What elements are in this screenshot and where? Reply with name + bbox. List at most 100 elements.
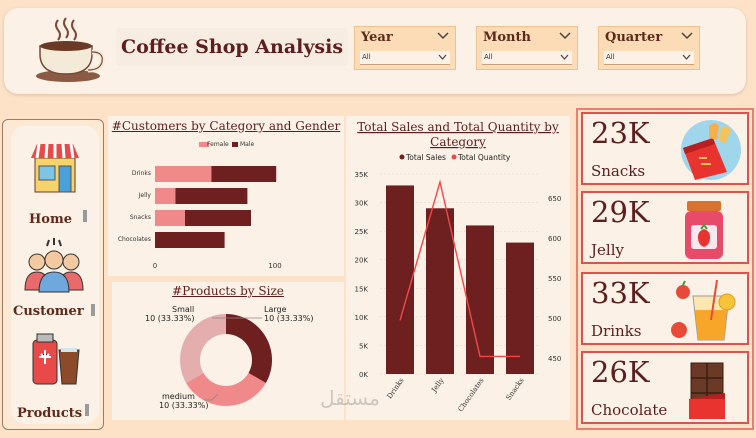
legend-marker-total-quantity (451, 154, 457, 160)
nav-item-customer[interactable]: Customer (11, 234, 99, 324)
nav-item-products[interactable]: Products (11, 324, 99, 424)
sales-quantity-chart: Total Sales and Total Quantity by Catego… (355, 120, 562, 413)
legend-label-total-quantity: Total Quantity (457, 153, 511, 162)
nav-item-products-indicator (85, 404, 89, 416)
quarter-dropdown-value: All (606, 53, 615, 61)
kpi-value-snacks: 23K (591, 116, 650, 150)
customers-chart-panel: #Customers by Category and Gender Female… (108, 116, 344, 276)
category-label: Snacks (130, 214, 151, 221)
bar-male-snacks[interactable] (185, 210, 251, 226)
bar-female-drinks[interactable] (155, 166, 212, 182)
legend-label-female: Female (207, 141, 229, 148)
x-category-label: Snacks (505, 376, 526, 402)
header-bar: Coffee Shop Analysis Year All Month All … (4, 8, 746, 94)
nav-item-customer-indicator (91, 304, 95, 316)
legend-swatch-female (199, 142, 209, 147)
size-label-medium: medium (162, 392, 195, 401)
size-label-small: Small (172, 305, 194, 314)
kpi-label-jelly: Jelly (591, 241, 624, 259)
leader-line-medium (204, 393, 219, 401)
year-slicer-label: Year (361, 30, 393, 45)
size-label-large: Large (264, 305, 287, 314)
category-label: Drinks (132, 170, 151, 177)
nav-item-customer-label: Customer (13, 304, 84, 319)
bar-female-jelly[interactable] (155, 188, 176, 204)
y2-tick-label: 450 (548, 355, 561, 363)
y-tick-label: 15K (355, 285, 369, 293)
month-dropdown-value: All (484, 53, 493, 61)
x-category-label: Jelly (430, 377, 446, 395)
sales-chart-title-line1: Total Sales and Total Quantity by (357, 120, 559, 134)
nav-item-home[interactable]: Home (11, 134, 99, 234)
slice-medium[interactable] (186, 373, 266, 406)
x-tick-100: 100 (268, 262, 281, 270)
y2-tick-label: 650 (548, 195, 561, 203)
y2-tick-label: 500 (548, 315, 561, 323)
month-slicer-label: Month (483, 30, 531, 45)
category-label: Jelly (138, 192, 152, 199)
kpi-card-snacks: 23K Snacks (581, 112, 749, 185)
size-value-medium: 10 (33.33%) (159, 401, 208, 410)
kpi-label-chocolate: Chocolate (591, 401, 668, 419)
year-slicer[interactable]: Year All (354, 26, 456, 70)
snacks-icon (681, 120, 741, 180)
month-dropdown[interactable]: All (482, 51, 572, 65)
drinks-icon (32, 333, 80, 385)
y-tick-label: 5K (359, 342, 368, 350)
kpi-label-drinks: Drinks (591, 322, 642, 340)
kpi-value-jelly: 29K (591, 195, 650, 229)
month-slicer[interactable]: Month All (476, 26, 578, 70)
x-category-label: Drinks (386, 376, 406, 400)
nav-item-home-label: Home (29, 212, 72, 227)
legend-label-male: Male (240, 141, 255, 148)
kpi-label-snacks: Snacks (591, 162, 646, 180)
side-navigation-panel: Home Customer Prod (11, 126, 99, 424)
slice-small[interactable] (180, 314, 226, 383)
category-label: Chocolates (118, 236, 151, 243)
chevron-down-icon[interactable] (559, 31, 571, 41)
size-chart-title: #Products by Size (172, 284, 284, 298)
watermark: مستقل (320, 386, 380, 410)
y-tick-label: 30K (355, 200, 369, 208)
bar-male-drinks[interactable] (211, 166, 277, 182)
dashboard-title: Coffee Shop Analysis (116, 28, 348, 66)
chocolate-bar-icon (689, 362, 725, 419)
chevron-down-icon (438, 54, 447, 60)
kpi-value-chocolate: 26K (591, 355, 650, 389)
nav-item-products-label: Products (17, 406, 83, 421)
jelly-jar-icon (685, 201, 723, 259)
year-dropdown[interactable]: All (360, 51, 450, 65)
bar-sales-chocolates[interactable] (466, 225, 494, 374)
slice-large[interactable] (226, 314, 272, 383)
chevron-down-icon[interactable] (437, 31, 449, 41)
bar-sales-drinks[interactable] (386, 185, 414, 374)
kpi-card-chocolate: 26K Chocolate (581, 351, 749, 424)
people-icon (24, 238, 84, 293)
bar-female-snacks[interactable] (155, 210, 185, 226)
bar-sales-snacks[interactable] (506, 242, 534, 374)
y-tick-label: 0K (359, 371, 368, 379)
quarter-slicer-label: Quarter (605, 30, 663, 45)
quarter-dropdown[interactable]: All (604, 51, 694, 65)
chevron-down-icon[interactable] (681, 31, 693, 41)
sales-chart-title-line2: Category (430, 135, 486, 149)
coffee-cup-icon (36, 17, 105, 82)
legend-swatch-male (232, 142, 238, 147)
kpi-card-drinks: 33K Drinks (581, 272, 749, 345)
store-icon (31, 143, 79, 193)
nav-item-home-indicator (83, 210, 87, 222)
quarter-slicer[interactable]: Quarter All (598, 26, 700, 70)
y2-tick-label: 550 (548, 275, 561, 283)
bar-sales-jelly[interactable] (426, 208, 454, 374)
y-tick-label: 10K (355, 314, 369, 322)
bar-male-jelly[interactable] (175, 188, 248, 204)
bar-male-chocolates[interactable] (155, 232, 225, 248)
customers-chart-title: #Customers by Category and Gender (111, 119, 341, 133)
size-donut-chart: Small 10 (33.33%) Large 10 (33.33%) medi… (145, 305, 313, 410)
y-tick-label: 25K (355, 228, 369, 236)
legend-label-total-sales: Total Sales (405, 153, 446, 162)
size-value-small: 10 (33.33%) (145, 314, 194, 323)
y2-tick-label: 600 (548, 235, 561, 243)
size-chart-panel: #Products by Size Small 10 (33.33%) Larg… (112, 282, 344, 420)
page-title: Coffee Shop Analysis (120, 36, 344, 58)
